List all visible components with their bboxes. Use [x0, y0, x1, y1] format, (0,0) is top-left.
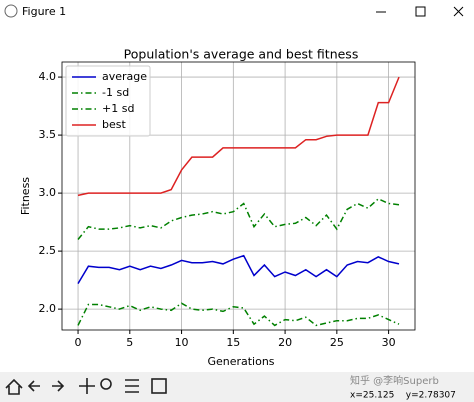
- watermark: 知乎 @李响Superb: [350, 374, 439, 387]
- configure-button[interactable]: [125, 379, 139, 393]
- window-title: Figure 1: [22, 5, 66, 18]
- save-button[interactable]: [151, 378, 167, 394]
- y-tick-label: 2.5: [39, 244, 57, 257]
- back-button[interactable]: [27, 380, 40, 392]
- x-tick-label: 10: [175, 336, 189, 349]
- series-line: [77, 254, 400, 284]
- axes-frame: [61, 61, 416, 331]
- toolbar: [0, 372, 474, 402]
- home-button[interactable]: [5, 378, 23, 395]
- x-tick-label: 20: [278, 336, 292, 349]
- status-text: x=25.125 y=2.78307: [350, 391, 456, 401]
- legend-label: average: [102, 70, 147, 83]
- y-axis-label: Fitness: [19, 177, 32, 215]
- x-tick-label: 0: [75, 336, 82, 349]
- close-button[interactable]: [453, 6, 464, 17]
- y-tick-label: 3.0: [39, 186, 57, 199]
- legend-box: [65, 65, 151, 137]
- chart-title: Population's average and best fitness: [124, 47, 359, 62]
- y-tick-label: 3.5: [39, 128, 57, 141]
- title-bar: [0, 0, 474, 22]
- x-tick-label: 30: [382, 336, 396, 349]
- legend-label: -1 sd: [102, 86, 129, 99]
- maximize-button[interactable]: [415, 6, 426, 17]
- x-tick-label: 5: [126, 336, 133, 349]
- y-tick-label: 4.0: [39, 70, 57, 83]
- legend-label: +1 sd: [102, 102, 134, 115]
- x-tick-label: 15: [226, 336, 240, 349]
- series-line: [77, 302, 400, 327]
- x-axis-label: Generations: [207, 355, 274, 368]
- app-icon: [4, 4, 18, 18]
- x-tick-label: 25: [330, 336, 344, 349]
- series-line: [77, 76, 400, 197]
- forward-button[interactable]: [52, 380, 65, 392]
- pan-button[interactable]: [79, 378, 95, 394]
- toolbar-buttons: [5, 378, 167, 395]
- zoom-button[interactable]: [100, 378, 112, 390]
- plot: 0 5 10 15 20 25 30 2.0 2.5 3.0 3.5 4.0 average -1 sd +…: [39, 61, 416, 349]
- legend-label: best: [102, 118, 126, 131]
- y-tick-label: 2.0: [39, 302, 57, 315]
